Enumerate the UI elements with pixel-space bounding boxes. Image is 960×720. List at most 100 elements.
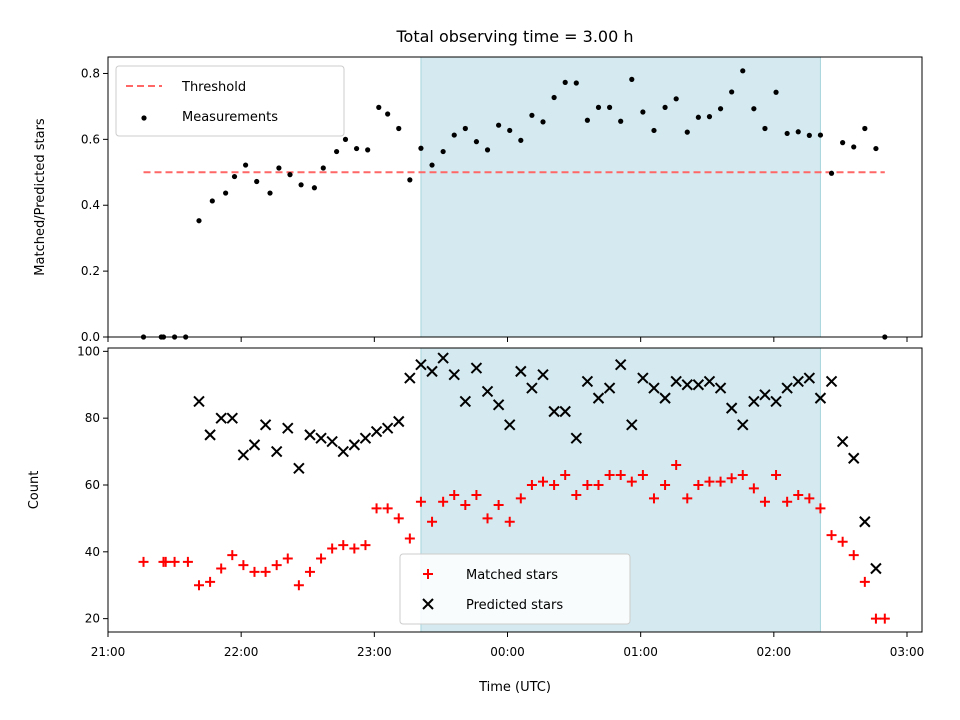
data-point [160, 556, 171, 567]
data-point [484, 147, 491, 153]
data-point [407, 177, 413, 183]
data-point [276, 165, 282, 171]
legend-marker [141, 115, 147, 121]
data-point [595, 104, 602, 110]
data-point [618, 118, 624, 124]
data-point [304, 566, 315, 577]
data-point [670, 375, 682, 388]
data-point [243, 162, 249, 168]
data-point [806, 132, 812, 138]
data-point [538, 476, 549, 487]
data-point [792, 375, 804, 388]
data-point [437, 352, 449, 364]
data-point [859, 516, 871, 528]
data-point [704, 476, 715, 487]
data-point [293, 580, 304, 591]
data-point [227, 550, 238, 561]
x-tick-label: 03:00 [890, 645, 925, 659]
data-point [673, 96, 679, 102]
data-point [759, 389, 771, 401]
data-point [404, 533, 415, 544]
data-point [873, 145, 879, 152]
data-point [382, 503, 393, 514]
data-point [427, 516, 438, 527]
data-point [559, 405, 571, 418]
data-point [682, 493, 693, 504]
data-point [448, 369, 460, 381]
data-point [571, 490, 582, 501]
data-point [138, 556, 149, 567]
data-point [626, 419, 638, 431]
data-point [581, 375, 594, 388]
data-point [348, 439, 361, 451]
legend-marker [423, 569, 433, 579]
data-point [817, 132, 824, 138]
data-point [418, 145, 424, 151]
data-point [748, 483, 759, 494]
data-point [438, 496, 449, 507]
data-point [376, 104, 382, 110]
data-point [784, 130, 790, 137]
data-point [496, 122, 502, 128]
x-tick-label: 01:00 [623, 645, 658, 659]
x-tick-label: 23:00 [357, 645, 392, 659]
data-point [626, 476, 637, 487]
data-point [254, 178, 260, 185]
data-point [848, 452, 860, 464]
data-point [311, 185, 318, 191]
data-point [415, 496, 426, 507]
y-tick-label: 100 [77, 344, 100, 358]
data-point [271, 560, 282, 571]
data-point [604, 469, 615, 480]
data-point [337, 445, 349, 458]
y-tick-label: 60 [85, 478, 100, 492]
data-point [615, 469, 626, 480]
data-point [551, 94, 557, 101]
data-point [316, 553, 327, 564]
data-point [859, 576, 870, 587]
data-point [593, 479, 604, 490]
data-point [393, 513, 404, 524]
data-point [549, 479, 560, 490]
data-point [396, 125, 402, 132]
data-point [515, 493, 526, 504]
legend-label: Threshold [181, 80, 246, 95]
data-point [804, 493, 815, 504]
data-point [473, 139, 480, 145]
legend: Matched stars Predicted stars [399, 553, 631, 625]
data-point [637, 372, 649, 384]
y-tick-label: 0.6 [81, 132, 100, 146]
y-axis-label: Matched/Predicted stars [33, 118, 48, 276]
data-point [215, 412, 227, 424]
data-point [648, 382, 660, 394]
data-point [703, 375, 716, 388]
data-point [504, 419, 516, 431]
chart-title: Total observing time = 3.00 h [395, 27, 633, 46]
data-point [828, 170, 835, 176]
data-point [603, 382, 616, 394]
data-point [182, 556, 193, 567]
data-point [260, 566, 271, 577]
data-point [196, 218, 202, 224]
data-point [870, 562, 882, 575]
data-point [429, 162, 435, 168]
data-point [684, 129, 690, 135]
data-point [342, 136, 349, 142]
data-point [481, 385, 494, 398]
data-point [706, 114, 713, 120]
data-point [848, 550, 859, 561]
legend-label: Predicted stars [466, 598, 563, 613]
data-point [573, 80, 579, 86]
data-point [304, 429, 316, 441]
data-point [370, 425, 383, 438]
y-tick-label: 0.2 [81, 264, 100, 278]
data-point [326, 435, 338, 448]
data-point [751, 106, 757, 112]
data-point [270, 445, 283, 458]
x-tick-label: 02:00 [757, 645, 792, 659]
data-point [870, 613, 881, 624]
data-point [781, 382, 793, 394]
data-point [637, 469, 648, 480]
data-point [726, 473, 737, 484]
